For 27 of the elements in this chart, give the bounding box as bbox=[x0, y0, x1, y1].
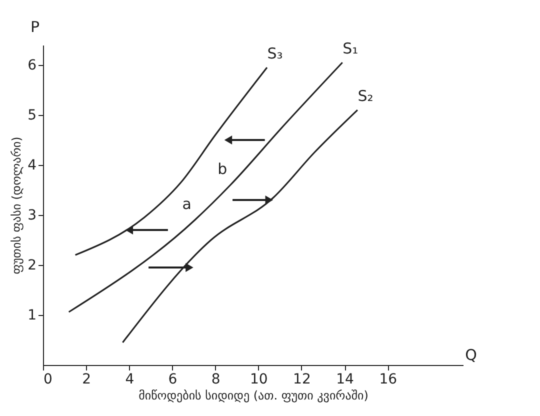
x-tick-label: 12 bbox=[293, 372, 311, 388]
y-tick-label: 4 bbox=[28, 158, 37, 174]
y-axis-title: ფუთის ფასი (დოლარი) bbox=[10, 136, 24, 274]
series-label: S₂ bbox=[358, 87, 374, 105]
y-tick-label: 2 bbox=[28, 258, 36, 274]
y-tick-label: 6 bbox=[28, 58, 37, 74]
annotation: a bbox=[182, 195, 192, 213]
x-tick-label: 8 bbox=[211, 372, 220, 388]
text: P bbox=[30, 18, 40, 36]
x-tick-label: 10 bbox=[250, 372, 268, 388]
y-tick-label: 1 bbox=[28, 308, 36, 324]
series-label: S₁ bbox=[342, 40, 358, 58]
x-axis-title: მიწოდების სიდიდე (ათ. ფუთი კვირაში) bbox=[138, 388, 368, 402]
annotation: b bbox=[218, 160, 228, 178]
x-tick-label: 2 bbox=[82, 372, 92, 388]
x-tick-label: 16 bbox=[379, 372, 398, 388]
text: Q bbox=[465, 346, 477, 364]
series-label: S₃ bbox=[267, 44, 283, 62]
line-series bbox=[74, 66, 268, 256]
x-tick-label: 6 bbox=[168, 372, 178, 388]
line-series bbox=[68, 62, 344, 313]
x-tick-label: 0 bbox=[44, 372, 52, 388]
y-tick-label: 3 bbox=[28, 208, 36, 224]
x-tick-label: 14 bbox=[336, 372, 354, 388]
x-tick-label: 4 bbox=[125, 372, 134, 388]
line-series bbox=[122, 109, 358, 344]
y-tick-label: 5 bbox=[28, 108, 36, 124]
